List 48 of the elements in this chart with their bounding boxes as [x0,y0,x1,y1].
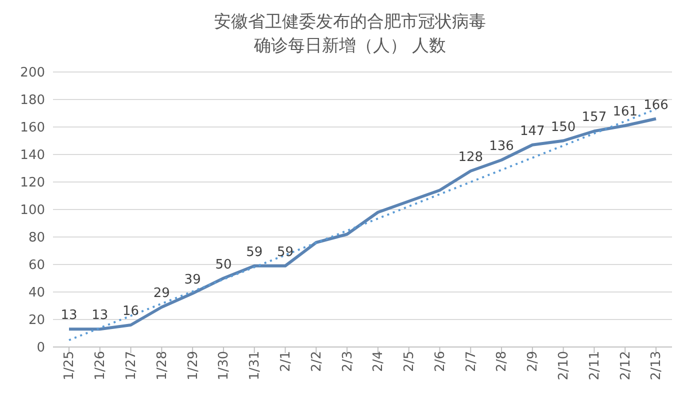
y-tick-label: 120 [20,176,45,191]
data-label: 136 [489,139,514,154]
y-tick-label: 60 [28,258,45,274]
x-tick-label: 2/6 [432,351,448,372]
x-tick-label: 1/28 [154,351,170,380]
y-tick-label: 40 [28,286,45,301]
chart-title: 安徽省卫健委发布的合肥市冠状病毒 [213,11,487,34]
x-tick-label: 2/11 [587,351,602,380]
data-label: 13 [60,308,78,324]
y-tick-label: 20 [28,313,45,328]
x-tick-label: 2/9 [526,351,541,372]
x-tick-label: 1/29 [186,351,201,380]
data-label: 59 [246,244,263,260]
y-tick-label: 140 [20,148,45,164]
x-tick-label: 2/1 [278,351,294,372]
x-tick-label: 2/12 [618,351,634,380]
data-label: 59 [276,244,294,260]
y-tick-label: 200 [20,66,45,81]
x-tick-label: 2/5 [402,351,418,372]
x-tick-label: 1/26 [93,351,108,380]
y-tick-label: 100 [20,203,45,218]
x-tick-label: 2/4 [371,351,386,372]
y-tick-label: 180 [20,93,45,108]
y-tick-label: 160 [20,120,45,136]
data-label: 166 [644,98,668,113]
x-tick-label: 2/8 [494,351,510,372]
x-tick-label: 1/31 [248,351,263,380]
y-tick-label: 0 [36,340,45,356]
chart-subtitle: 确诊每日新增（人） 人数 [252,35,448,58]
x-tick-label: 1/25 [62,351,78,380]
x-tick-label: 2/2 [309,351,324,372]
data-label: 161 [612,104,638,120]
data-label: 16 [122,304,140,319]
x-tick-label: 2/13 [649,351,664,380]
x-tick-label: 2/7 [464,351,479,372]
x-tick-label: 1/27 [124,351,140,380]
x-tick-label: 1/30 [216,351,232,380]
data-label: 157 [582,110,607,126]
data-label: 150 [550,120,576,135]
data-label: 147 [520,124,545,139]
data-label: 13 [92,308,108,324]
data-label: 50 [215,257,232,272]
x-tick-label: 2/10 [556,351,572,380]
y-tick-label: 80 [28,230,45,246]
x-tick-label: 2/3 [340,351,356,372]
data-label: 39 [184,272,201,288]
data-label: 29 [153,286,170,302]
data-label: 128 [458,150,484,165]
